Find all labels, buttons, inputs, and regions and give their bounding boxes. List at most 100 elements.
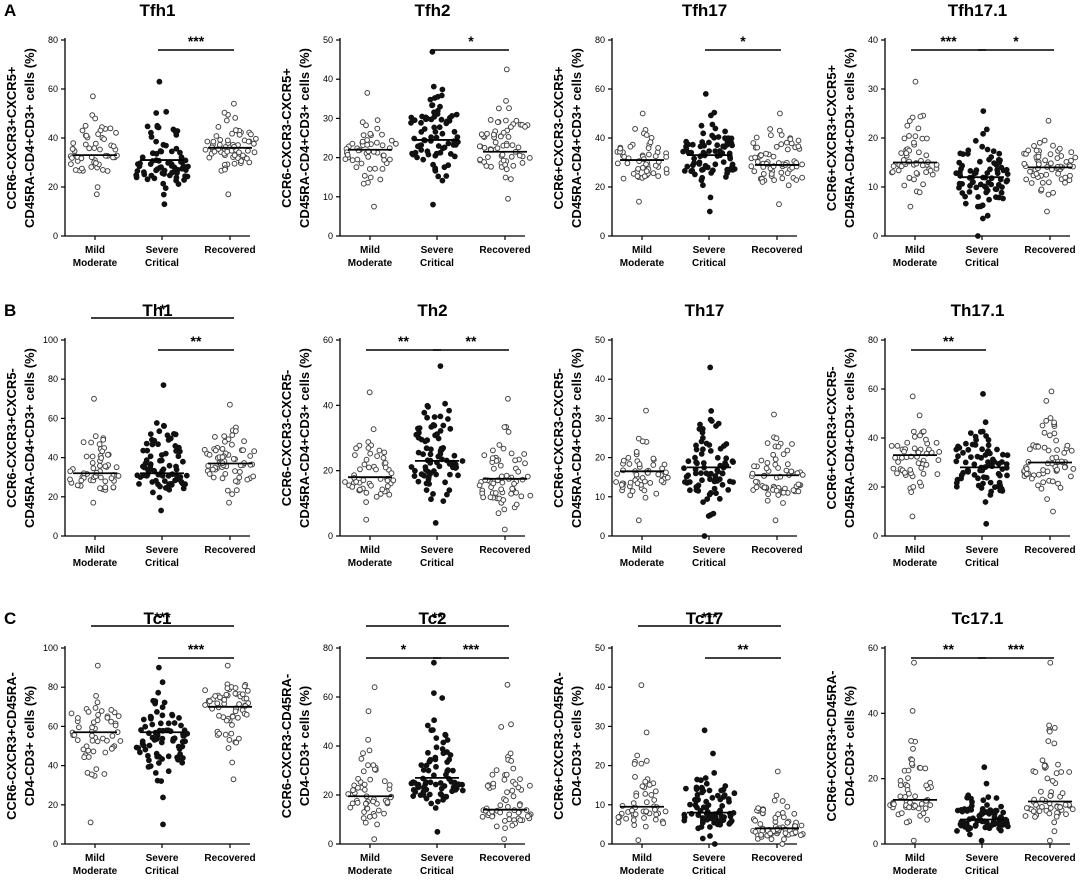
data-point [767,126,773,132]
data-point [955,453,961,460]
data-point [1064,442,1071,449]
y-tick-label: 0 [328,839,333,849]
data-point [909,708,916,714]
data-point [424,722,431,729]
data-point [780,500,786,506]
data-point [999,184,1005,191]
data-point [701,533,708,539]
panel-th1: B Th1 CCR6-CXCR3+CXCR5- CD45RA-CD4+CD3+ cel… [4,301,258,569]
data-point [652,788,659,795]
data-point [184,173,191,180]
data-point [500,157,507,164]
data-point [141,169,147,176]
x-tick-label-line: Mild [360,545,380,556]
data-point [489,813,496,820]
data-point [508,153,515,160]
x-tick-label-line: Recovered [1024,853,1075,864]
data-point [639,164,646,171]
data-point [1039,179,1046,186]
data-point [428,496,434,503]
data-point [713,490,719,497]
data-point [361,172,368,179]
data-point [954,828,960,834]
x-tick-label-line: Mild [360,245,380,256]
data-point [638,682,645,689]
data-point [86,145,93,152]
x-tick-label-line: Moderate [348,558,393,569]
data-point [660,820,667,827]
data-point [1053,770,1060,777]
y-axis-label-line: CD4-CD3+ cells (%) [22,686,37,806]
data-point [159,170,166,177]
data-point [1068,473,1074,480]
data-point [451,128,458,135]
data-point [217,694,223,701]
data-point [219,475,226,482]
y-tick-label: 0 [53,531,58,541]
y-tick-label: 20 [868,774,878,784]
data-point [415,449,422,456]
y-tick-label: 20 [48,492,58,502]
panel-title: Tc2 [418,609,446,628]
data-point [223,691,230,698]
data-point [510,765,517,772]
data-point [919,162,926,169]
data-point [962,200,969,207]
data-point [443,173,450,179]
data-point [69,146,76,152]
x-tick-label: Recovered [479,545,530,556]
data-point [436,463,443,470]
y-tick-label: 0 [873,231,878,241]
data-point [108,745,115,752]
data-point [508,450,515,457]
x-tick-label: Severe Critical [420,853,454,877]
data-point [353,479,360,485]
data-point [215,124,222,130]
data-point [720,159,727,166]
data-point [899,454,905,461]
data-point [715,468,721,475]
y-tick-label: 40 [48,133,58,143]
data-point [438,116,445,123]
significance-label: * [160,301,166,317]
y-tick-label: 20 [595,761,605,771]
data-point [1049,778,1056,784]
data-point [363,122,369,129]
panel-title: Th17 [685,301,725,320]
data-point [455,472,461,479]
data-point [614,470,621,477]
data-point [67,468,74,475]
data-point [170,737,176,744]
data-point [663,154,670,160]
data-point [770,451,777,458]
y-tick-label: 20 [868,482,878,492]
data-point [631,761,638,767]
data-point [410,151,416,158]
data-point [450,767,456,774]
data-point [1046,179,1052,186]
data-point [1061,450,1068,456]
data-point [1000,451,1006,458]
data-point [521,451,528,457]
data-point [502,825,509,831]
data-point [730,479,736,486]
data-point [692,454,698,461]
data-point [408,114,415,121]
data-point [700,499,706,506]
data-point [149,721,156,728]
data-point [634,752,641,759]
data-point [375,807,382,814]
x-tick-label-line: Moderate [73,558,118,569]
data-point [710,750,716,757]
data-point [370,798,377,805]
y-axis-label-line: CCR6+CXCR3+CD45RA- [824,671,839,822]
data-point [906,174,913,181]
data-point [93,160,99,167]
data-point [687,801,693,808]
data-point [627,479,634,486]
data-point [1044,775,1051,782]
data-point [758,152,764,159]
data-point [380,455,387,461]
data-point [642,791,649,797]
